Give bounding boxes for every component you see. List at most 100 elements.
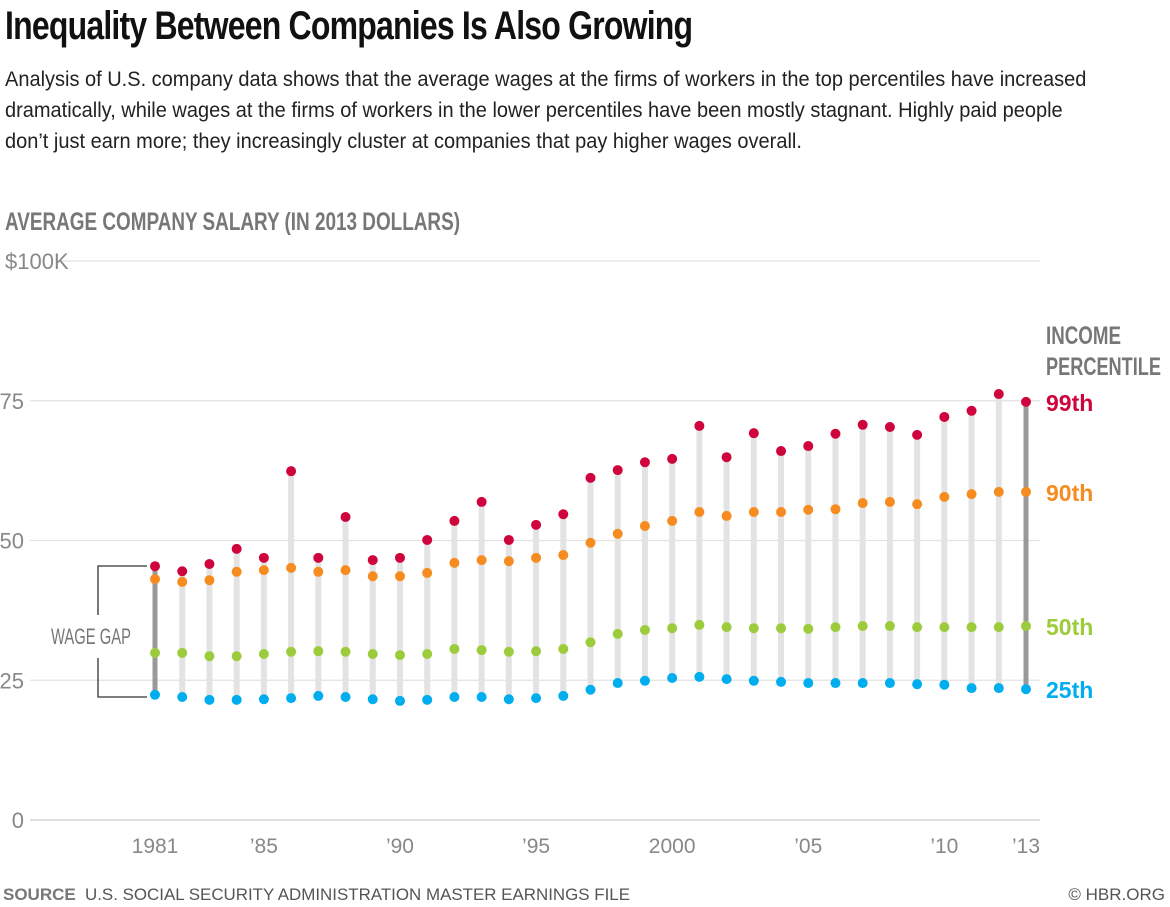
- data-point-25th: [993, 683, 1004, 694]
- data-point-99th: [1021, 396, 1031, 407]
- data-point-90th: [231, 566, 242, 577]
- data-point-25th: [313, 690, 324, 701]
- legend-label-50th: 50th: [1046, 614, 1093, 640]
- data-point-90th: [884, 496, 895, 507]
- data-point-90th: [639, 520, 650, 531]
- data-point-25th: [830, 678, 841, 689]
- data-point-25th: [585, 684, 596, 695]
- legend-title-line2: PERCENTILE: [1046, 353, 1161, 381]
- data-point-50th: [993, 622, 1004, 633]
- data-point-90th: [422, 567, 433, 578]
- data-point-50th: [558, 643, 569, 654]
- data-point-99th: [394, 552, 405, 563]
- x-tick-label: ’05: [794, 835, 822, 858]
- credit: © HBR.ORG: [1068, 885, 1165, 904]
- data-point-50th: [667, 623, 678, 634]
- data-point-99th: [748, 428, 759, 439]
- data-point-25th: [177, 692, 188, 703]
- data-point-99th: [422, 534, 433, 545]
- data-point-90th: [721, 510, 732, 521]
- source-text: U.S. SOCIAL SECURITY ADMINISTRATION MAST…: [85, 885, 630, 904]
- data-point-25th: [558, 690, 569, 701]
- data-point-50th: [803, 623, 814, 634]
- data-point-90th: [585, 537, 596, 548]
- data-point-99th: [857, 419, 868, 430]
- data-point-50th: [449, 643, 460, 654]
- data-point-50th: [966, 622, 977, 633]
- data-point-25th: [884, 678, 895, 689]
- x-tick-label: ’85: [250, 835, 278, 858]
- data-point-25th: [639, 675, 650, 686]
- data-point-50th: [884, 621, 895, 632]
- data-point-90th: [803, 504, 814, 515]
- data-point-25th: [912, 679, 923, 690]
- data-point-25th: [857, 678, 868, 689]
- data-point-90th: [286, 562, 297, 573]
- x-tick-label: ’90: [386, 835, 414, 858]
- data-point-50th: [721, 622, 732, 633]
- data-point-90th: [313, 566, 324, 577]
- data-point-50th: [204, 651, 215, 662]
- y-tick-label: 0: [12, 808, 24, 833]
- data-point-50th: [476, 645, 487, 656]
- data-point-99th: [830, 428, 841, 439]
- data-point-90th: [367, 571, 378, 582]
- data-point-99th: [803, 441, 814, 452]
- data-point-25th: [803, 678, 814, 689]
- data-point-25th: [776, 676, 787, 687]
- y-ticks: 0 25 50 75 $100K: [0, 249, 69, 833]
- data-point-50th: [367, 648, 378, 659]
- data-point-99th: [449, 515, 460, 526]
- data-point-25th: [204, 694, 215, 705]
- data-point-25th: [966, 683, 977, 694]
- data-point-90th: [531, 552, 542, 563]
- data-point-50th: [150, 647, 160, 658]
- data-point-90th: [612, 528, 623, 539]
- data-point-25th: [340, 692, 351, 703]
- data-point-99th: [503, 534, 514, 545]
- x-tick-label: ’13: [1012, 835, 1040, 858]
- x-tick-label: ’10: [930, 835, 958, 858]
- x-tick-label: 2000: [649, 835, 696, 858]
- x-ticks: 1981 ’85 ’90 ’95 2000 ’05 ’10 ’13: [132, 835, 1040, 858]
- legend-title-line1: INCOME: [1046, 322, 1121, 350]
- data-point-25th: [694, 671, 705, 682]
- data-point-25th: [449, 692, 460, 703]
- data-point-99th: [612, 465, 623, 476]
- data-point-99th: [939, 411, 950, 422]
- legend-label-99th: 99th: [1046, 390, 1093, 416]
- x-tick-label: 1981: [132, 835, 179, 858]
- data-point-50th: [531, 646, 542, 657]
- data-point-90th: [476, 555, 487, 566]
- data-point-25th: [939, 679, 950, 690]
- y-tick-label: $100K: [5, 249, 69, 274]
- data-point-99th: [531, 519, 542, 530]
- data-point-50th: [912, 622, 923, 633]
- chart-title: Inequality Between Companies Is Also Gro…: [5, 4, 693, 48]
- chart-subtitle: Analysis of U.S. company data shows that…: [5, 67, 1087, 153]
- data-point-50th: [585, 637, 596, 648]
- wage-gap-annotation: WAGE GAP: [51, 565, 147, 698]
- data-point-25th: [367, 694, 378, 705]
- data-point-50th: [857, 621, 868, 632]
- data-point-50th: [1021, 621, 1031, 632]
- data-point-90th: [776, 506, 787, 517]
- data-point-25th: [748, 675, 759, 686]
- x-tick-label: ’95: [522, 835, 550, 858]
- data-point-25th: [667, 673, 678, 684]
- data-point-99th: [340, 512, 351, 523]
- data-point-50th: [286, 646, 297, 657]
- data-points: [150, 389, 1031, 706]
- legend-label-90th: 90th: [1046, 480, 1093, 506]
- data-point-25th: [150, 689, 160, 700]
- data-point-99th: [558, 509, 569, 520]
- data-point-90th: [939, 491, 950, 502]
- data-point-25th: [1021, 684, 1031, 695]
- data-point-99th: [258, 552, 269, 563]
- data-point-25th: [286, 693, 297, 704]
- data-point-25th: [503, 694, 514, 705]
- data-point-50th: [231, 651, 242, 662]
- data-point-90th: [966, 489, 977, 500]
- data-point-99th: [694, 420, 705, 431]
